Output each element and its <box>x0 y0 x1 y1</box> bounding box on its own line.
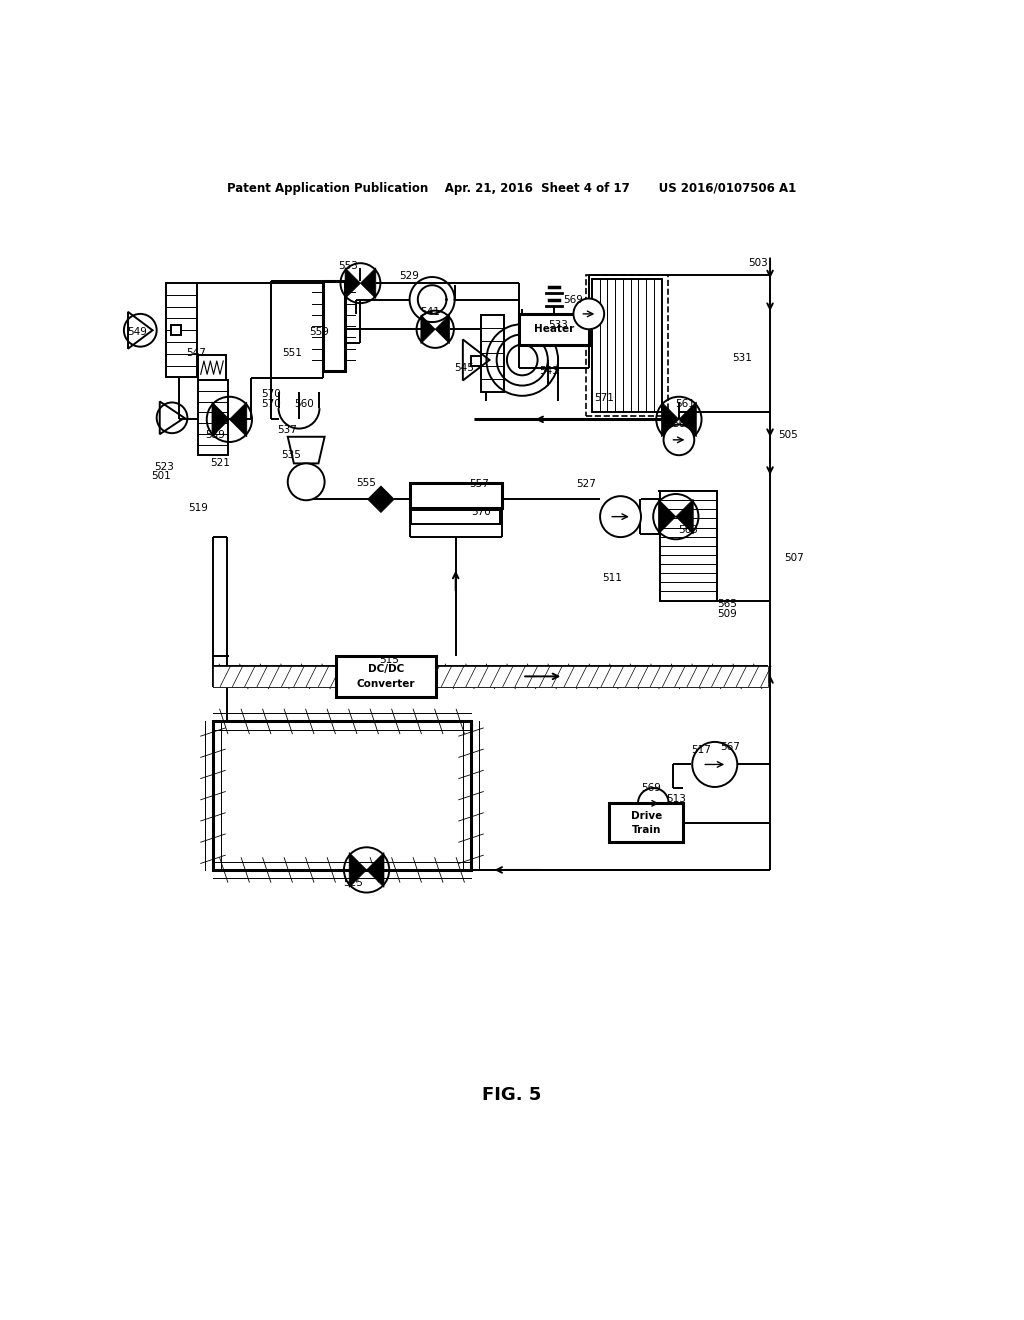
Text: Drive: Drive <box>631 810 662 821</box>
Text: 547: 547 <box>186 347 207 358</box>
Text: 511: 511 <box>602 573 623 583</box>
Text: 553: 553 <box>338 261 358 271</box>
Text: 537: 537 <box>276 425 297 434</box>
Text: 529: 529 <box>399 271 420 281</box>
Bar <box>213 667 768 686</box>
Text: Patent Application Publication    Apr. 21, 2016  Sheet 4 of 17       US 2016/010: Patent Application Publication Apr. 21, … <box>227 182 797 195</box>
Bar <box>213 722 471 870</box>
Text: 559: 559 <box>309 327 330 338</box>
Bar <box>609 804 683 842</box>
Text: 560: 560 <box>294 399 314 409</box>
Text: 571: 571 <box>594 393 614 403</box>
Text: 515: 515 <box>379 655 399 665</box>
Bar <box>198 355 226 380</box>
Text: 563: 563 <box>678 525 698 535</box>
Text: 565: 565 <box>717 599 737 609</box>
Text: 567: 567 <box>720 742 740 752</box>
Text: 521: 521 <box>210 458 230 469</box>
Text: 561: 561 <box>675 399 695 409</box>
Text: 545: 545 <box>454 363 474 374</box>
Text: 513: 513 <box>666 795 686 804</box>
Bar <box>471 356 481 366</box>
Bar <box>166 284 197 378</box>
Polygon shape <box>662 403 679 437</box>
Polygon shape <box>435 315 450 343</box>
Bar <box>323 281 345 371</box>
Text: 509: 509 <box>717 609 737 619</box>
Bar <box>660 491 717 601</box>
Circle shape <box>288 463 325 500</box>
Polygon shape <box>212 403 229 437</box>
Text: 557: 557 <box>469 479 489 488</box>
Bar <box>213 722 471 870</box>
Bar <box>410 483 502 508</box>
Bar <box>171 325 181 335</box>
Polygon shape <box>229 403 247 437</box>
Polygon shape <box>368 486 394 512</box>
Text: 569: 569 <box>672 420 692 429</box>
Polygon shape <box>349 853 367 887</box>
Text: 541: 541 <box>420 306 440 317</box>
Text: 570: 570 <box>261 389 282 399</box>
Polygon shape <box>421 315 435 343</box>
Text: 543: 543 <box>539 366 559 376</box>
Polygon shape <box>360 268 376 298</box>
Circle shape <box>664 425 694 455</box>
Bar <box>586 275 668 416</box>
Bar <box>198 380 228 455</box>
Text: 507: 507 <box>783 553 804 562</box>
Bar <box>592 279 662 412</box>
Circle shape <box>692 742 737 787</box>
Text: FIG. 5: FIG. 5 <box>482 1086 542 1105</box>
Polygon shape <box>679 403 696 437</box>
Circle shape <box>573 298 604 329</box>
Text: 505: 505 <box>778 430 799 440</box>
Text: 519: 519 <box>187 503 208 513</box>
Text: 517: 517 <box>691 744 712 755</box>
Text: 549: 549 <box>127 327 147 338</box>
Polygon shape <box>288 437 325 463</box>
Polygon shape <box>367 853 384 887</box>
Text: 535: 535 <box>281 450 301 461</box>
Polygon shape <box>676 499 693 535</box>
Bar <box>519 314 589 345</box>
Circle shape <box>600 496 641 537</box>
Polygon shape <box>345 268 360 298</box>
Text: Train: Train <box>632 825 660 836</box>
Text: 531: 531 <box>732 352 753 363</box>
Text: 551: 551 <box>282 347 302 358</box>
Text: 501: 501 <box>151 471 171 480</box>
Bar <box>213 722 471 870</box>
Text: 570: 570 <box>471 507 492 516</box>
Text: 539: 539 <box>205 430 225 440</box>
Text: 569: 569 <box>563 294 584 305</box>
Text: 523: 523 <box>154 462 174 473</box>
Bar <box>336 656 436 697</box>
Text: 525: 525 <box>343 878 364 888</box>
Circle shape <box>638 788 669 818</box>
Text: 503: 503 <box>748 257 768 268</box>
Text: 569: 569 <box>641 783 662 793</box>
Text: 533: 533 <box>548 321 568 330</box>
Text: 570: 570 <box>261 399 282 409</box>
Polygon shape <box>658 499 676 535</box>
Text: DC/DC: DC/DC <box>368 664 404 675</box>
Text: 555: 555 <box>356 478 377 488</box>
Text: Heater: Heater <box>534 325 574 334</box>
Bar <box>481 315 504 392</box>
Text: 527: 527 <box>575 479 596 488</box>
Text: Converter: Converter <box>356 678 416 689</box>
Bar <box>412 511 500 524</box>
